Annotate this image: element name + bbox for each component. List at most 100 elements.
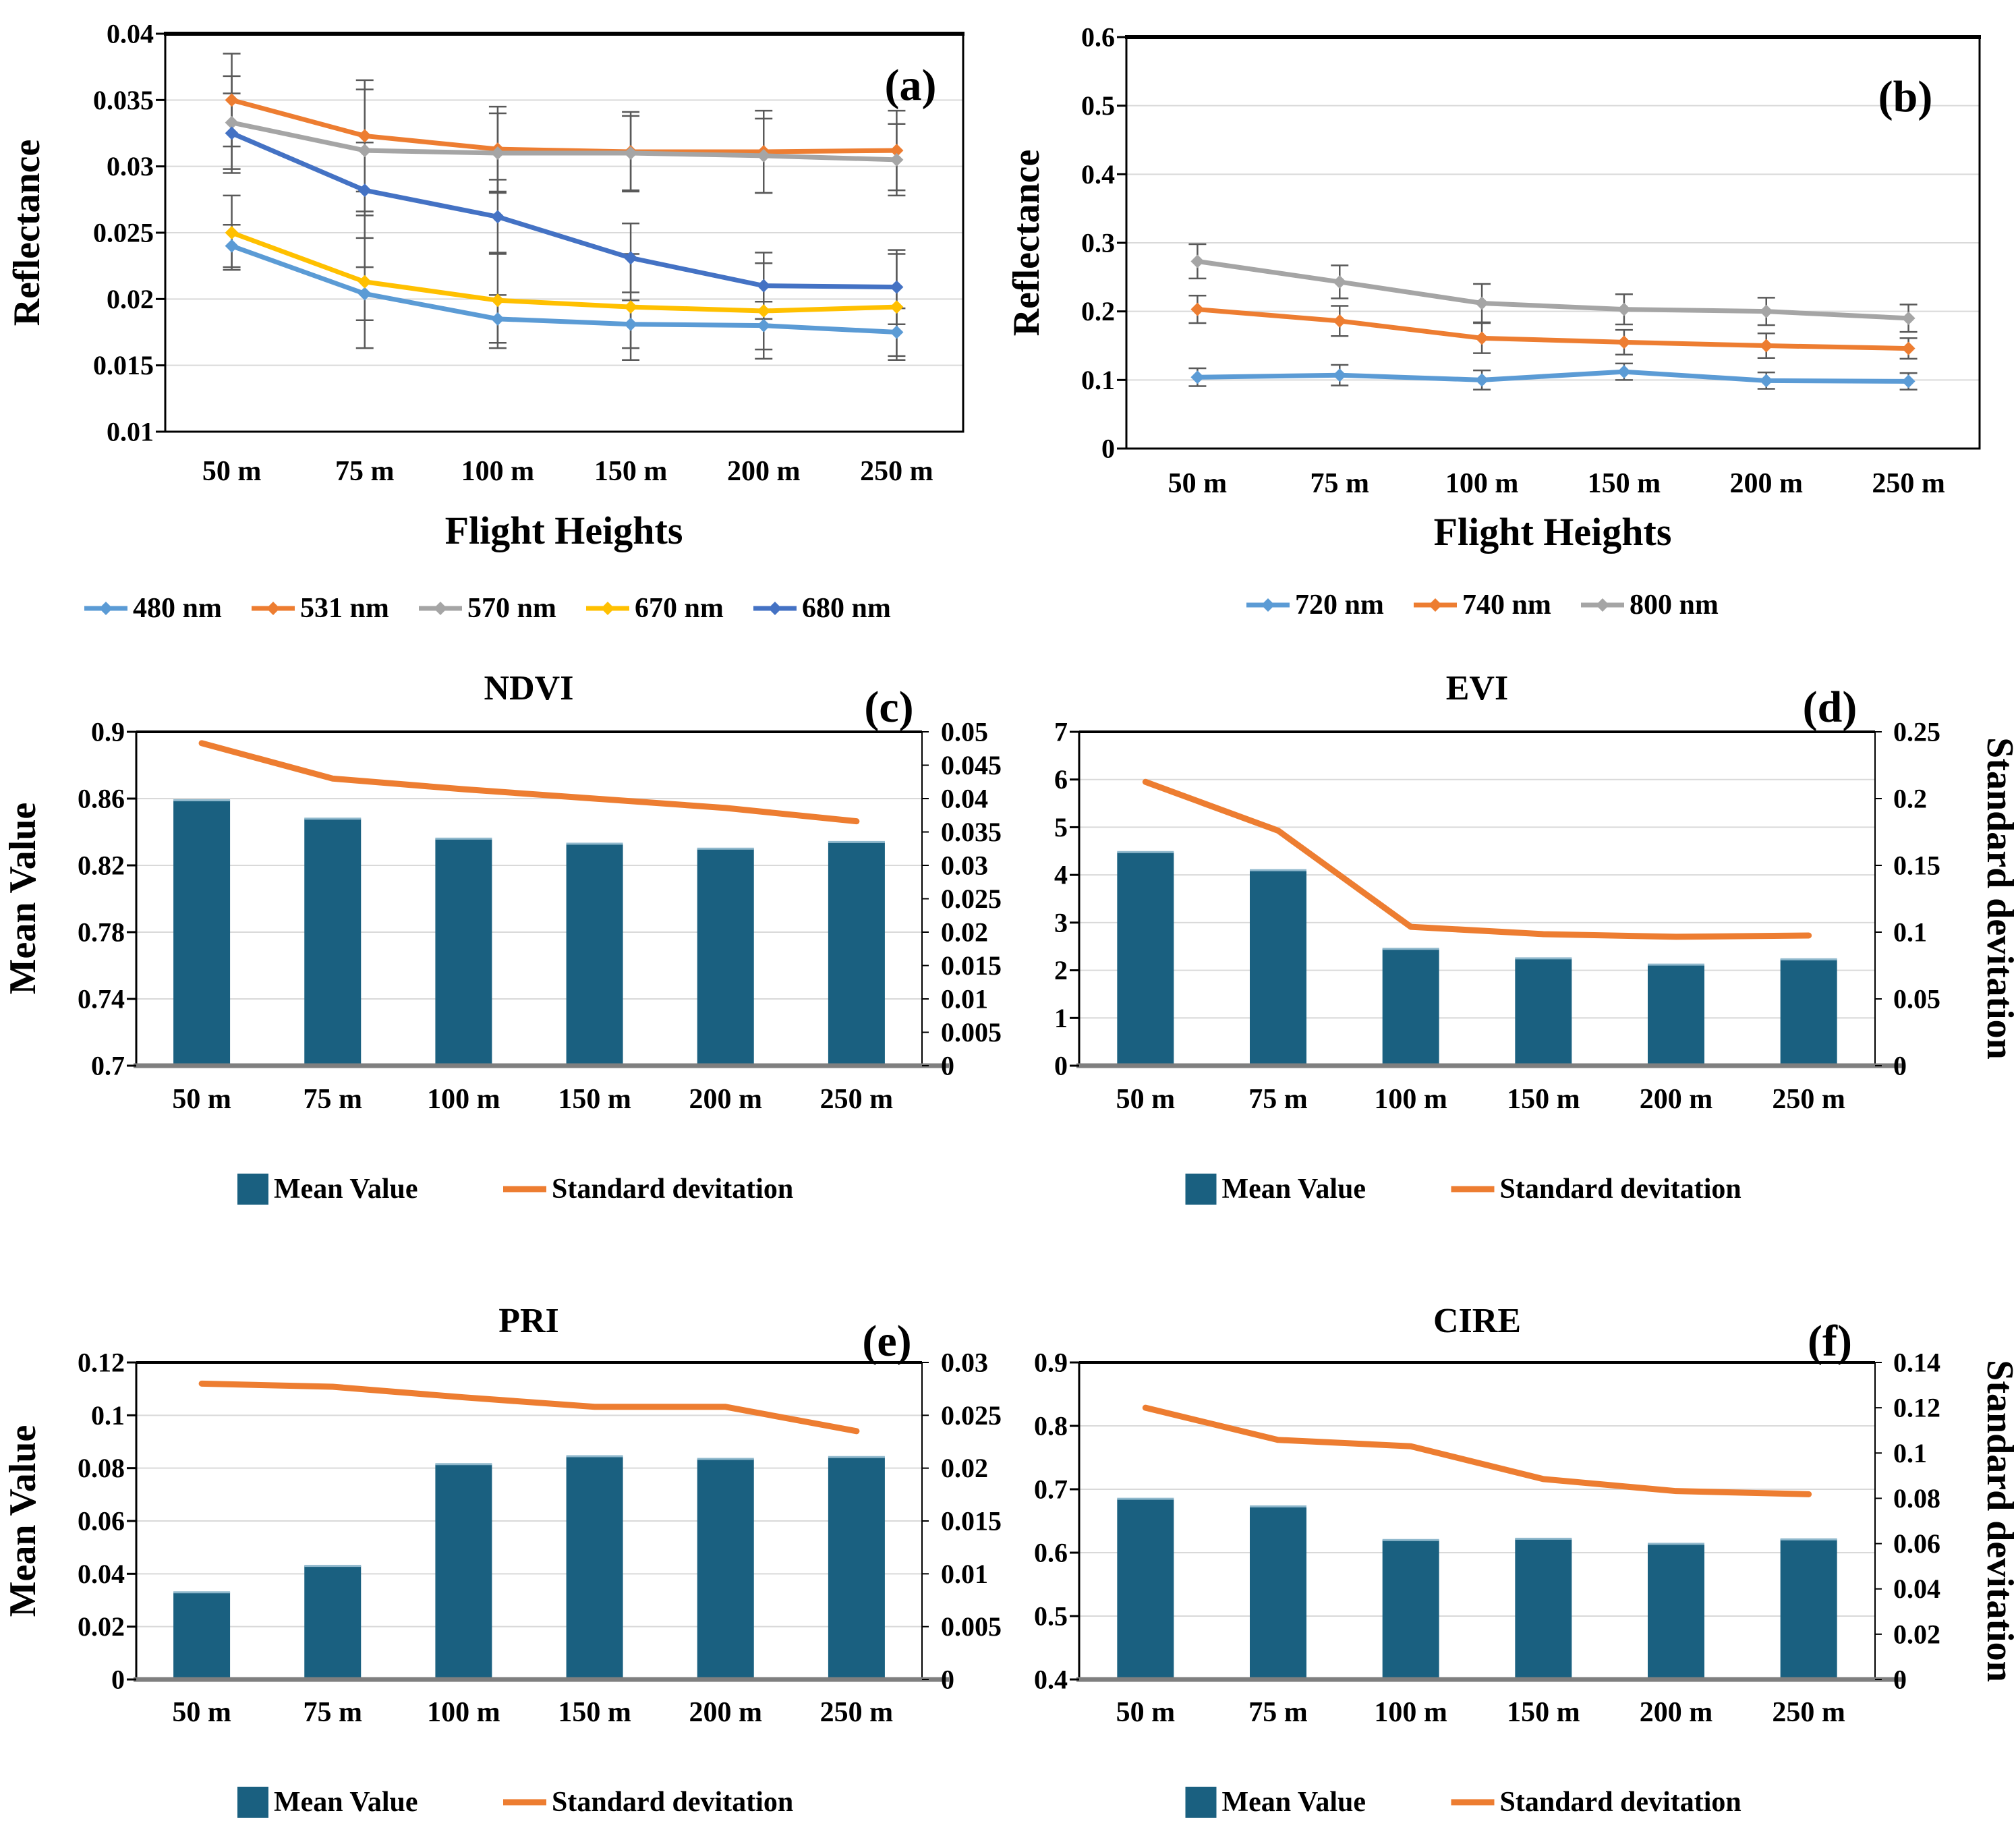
x-category-label: 100 m xyxy=(427,1697,500,1728)
right-tick-label: 0.02 xyxy=(941,1453,988,1483)
right-tick-label: 0.03 xyxy=(941,1348,988,1378)
legend-bar-swatch xyxy=(237,1174,268,1205)
panel-f-cire-combo-chart: 0.4 0.5 0.6 0.7 0.8 0.9 0 0.02 0.04 0.06 0.08 0.1 0.… xyxy=(1008,1295,2016,1840)
bar-200-m xyxy=(1648,1543,1704,1679)
panel-label: (c) xyxy=(864,683,913,732)
left-tick-label: 0.08 xyxy=(78,1453,125,1483)
left-tick-label: 0.1 xyxy=(91,1400,125,1431)
marker-680-nm xyxy=(225,126,239,140)
x-category-label: 150 m xyxy=(594,456,668,487)
x-category-label: 50 m xyxy=(172,1084,231,1115)
legend-item-mean-value: Mean Value xyxy=(1185,1174,1366,1205)
bar-50-m xyxy=(173,800,231,1066)
x-category-label: 200 m xyxy=(1640,1697,1713,1728)
marker-480-nm xyxy=(490,312,505,326)
left-tick-label: 0.78 xyxy=(78,917,125,948)
series-720-nm-line xyxy=(1194,369,1911,384)
x-category-label: 200 m xyxy=(1640,1084,1713,1115)
x-category-label: 150 m xyxy=(1507,1084,1580,1115)
left-tick-label: 0 xyxy=(111,1665,125,1695)
x-category-label: 250 m xyxy=(1772,1697,1845,1728)
x-axis-title: Flight Heights xyxy=(445,509,683,552)
x-category-label: 75 m xyxy=(304,1697,363,1728)
y-tick-label: 0.5 xyxy=(1081,90,1115,121)
marker-720-nm xyxy=(1617,365,1631,379)
marker-720-nm xyxy=(1901,374,1916,389)
marker-480-nm xyxy=(225,239,239,253)
y-tick-label: 0.01 xyxy=(107,417,154,447)
y-tick-label: 0.2 xyxy=(1081,296,1115,326)
x-category-label: 250 m xyxy=(1772,1084,1845,1115)
right-tick-label: 0 xyxy=(1893,1665,1907,1695)
marker-680-nm xyxy=(490,210,505,224)
marker-670-nm xyxy=(890,300,904,314)
left-tick-label: 2 xyxy=(1054,955,1068,985)
marker-570-nm xyxy=(624,146,638,160)
legend-label: Mean Value xyxy=(274,1787,418,1818)
x-category-label: 150 m xyxy=(558,1697,631,1728)
left-tick-label: 5 xyxy=(1054,812,1068,842)
x-category-label: 250 m xyxy=(860,456,933,487)
legend-marker xyxy=(266,602,280,615)
legend-bar-swatch xyxy=(237,1787,268,1818)
marker-531-nm xyxy=(890,144,904,158)
left-tick-label: 7 xyxy=(1054,717,1068,747)
marker-480-nm xyxy=(757,318,771,333)
left-tick-label: 1 xyxy=(1054,1003,1068,1033)
bar-50-m xyxy=(1117,852,1174,1066)
marker-680-nm xyxy=(757,279,771,293)
marker-670-nm xyxy=(357,275,372,289)
bar-200-m xyxy=(1648,965,1704,1066)
marker-720-nm xyxy=(1475,373,1489,387)
x-category-label: 250 m xyxy=(1872,468,1945,499)
marker-740-nm xyxy=(1333,314,1347,328)
marker-680-nm xyxy=(357,183,372,198)
y-tick-label: 0.3 xyxy=(1081,228,1115,258)
left-tick-label: 0.9 xyxy=(1034,1348,1068,1378)
bar-150-m xyxy=(566,1456,623,1679)
right-tick-label: 0.01 xyxy=(941,984,988,1014)
panel-c-ndvi-combo-chart: 0.7 0.74 0.78 0.82 0.86 0.9 0 0.005 0.01 0.015 0.0… xyxy=(0,664,1008,1292)
bar-100-m xyxy=(435,1464,492,1679)
std-deviation-line xyxy=(1142,1404,1812,1497)
panel-label: (d) xyxy=(1803,683,1857,732)
series-531-nm-line xyxy=(229,97,899,154)
legend-item-800-nm: 800 nm xyxy=(1581,590,1719,621)
series-800-nm-line xyxy=(1194,258,1911,321)
left-tick-label: 0.82 xyxy=(78,851,125,881)
right-tick-label: 0 xyxy=(941,1665,954,1695)
panel-d-evi-combo-chart: 0 1 2 3 4 5 6 7 0 0.05 0.1 0.15 0.2 0.25 Standard devi… xyxy=(1008,664,2016,1292)
chart-e-svg: 0 0.02 0.04 0.06 0.08 0.1 0.12 0 0.005 0.01 0.015 0… xyxy=(2,1302,1002,1818)
marker-480-nm xyxy=(624,317,638,331)
legend-item-standard-deviation: Standard devitation xyxy=(503,1787,793,1818)
right-tick-label: 0.2 xyxy=(1893,784,1927,814)
right-tick-label: 0.025 xyxy=(941,1400,1002,1431)
marker-740-nm xyxy=(1475,331,1489,345)
right-tick-label: 0.14 xyxy=(1893,1348,1940,1378)
marker-800-nm xyxy=(1759,304,1773,318)
right-tick-label: 0.015 xyxy=(941,950,1002,981)
marker-570-nm xyxy=(757,148,771,163)
chart-title: CIRE xyxy=(1433,1302,1521,1340)
legend-item-480-nm: 480 nm xyxy=(84,593,222,624)
x-category-label: 50 m xyxy=(1168,468,1228,499)
marker-800-nm xyxy=(1475,296,1489,310)
left-tick-label: 0.06 xyxy=(78,1506,125,1536)
legend-item-mean-value: Mean Value xyxy=(237,1787,418,1818)
x-category-label: 200 m xyxy=(1730,468,1804,499)
marker-720-nm xyxy=(1333,368,1347,382)
x-category-label: 100 m xyxy=(1445,468,1519,499)
right-tick-label: 0.04 xyxy=(941,784,988,814)
legend-marker xyxy=(1261,598,1275,612)
right-tick-label: 0.01 xyxy=(941,1559,988,1589)
legend-marker xyxy=(1596,598,1609,612)
x-category-label: 200 m xyxy=(727,456,801,487)
legend-bar-swatch xyxy=(1185,1174,1217,1205)
x-category-label: 100 m xyxy=(427,1084,500,1115)
chart-title: NDVI xyxy=(484,669,574,708)
y-tick-label: 0.1 xyxy=(1081,365,1115,395)
right-tick-label: 0.035 xyxy=(941,817,1002,847)
legend-label: Standard devitation xyxy=(1500,1174,1741,1205)
marker-670-nm xyxy=(624,300,638,314)
right-tick-label: 0 xyxy=(1893,1051,1907,1081)
